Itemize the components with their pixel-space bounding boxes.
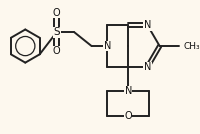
Text: N: N: [144, 62, 151, 72]
Text: O: O: [53, 8, 61, 18]
Text: S: S: [53, 27, 60, 37]
Text: N: N: [144, 20, 151, 30]
Text: CH₃: CH₃: [183, 42, 200, 51]
Text: O: O: [124, 111, 132, 121]
Text: N: N: [104, 41, 111, 51]
Text: O: O: [53, 46, 61, 56]
Text: N: N: [125, 86, 132, 96]
